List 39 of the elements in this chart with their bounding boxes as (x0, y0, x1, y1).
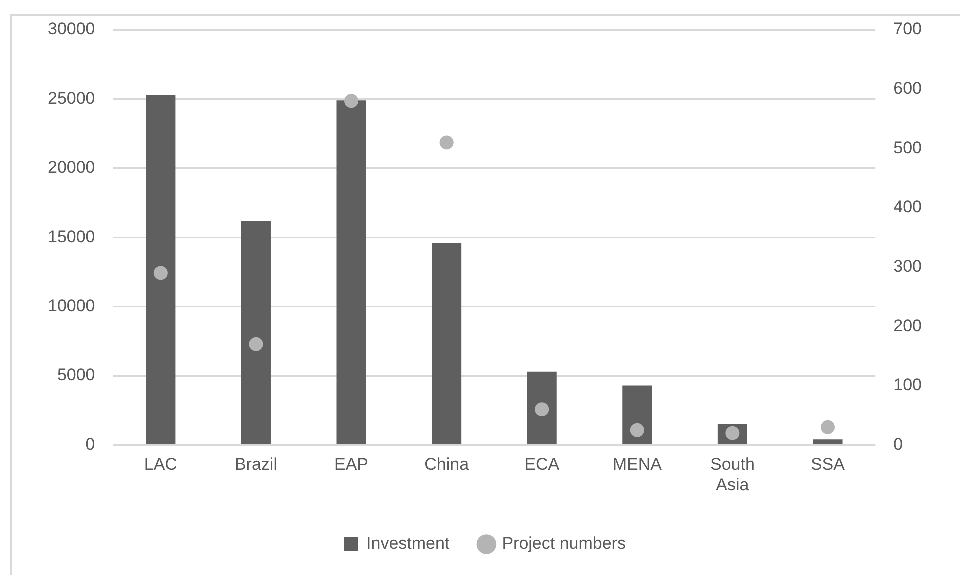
x-tick-label: SSA (810, 455, 846, 474)
y-tick-label: 30000 (48, 20, 96, 39)
point (440, 136, 454, 150)
bar (241, 220, 271, 444)
point (344, 94, 359, 108)
bar (622, 386, 652, 444)
bar (527, 372, 557, 444)
y2-tick-label: 0 (894, 434, 904, 454)
x-tick-label: MENA (612, 455, 663, 474)
y2-tick-label: 400 (894, 198, 922, 217)
y2-tick-label: 300 (894, 256, 922, 276)
x-tick-label: ECA (524, 455, 560, 474)
bar (432, 243, 462, 444)
y2-tick-label: 200 (894, 316, 922, 336)
y2-tick-label: 600 (894, 79, 922, 98)
point (154, 266, 168, 280)
y-tick-label: 5000 (57, 366, 96, 385)
y-tick-label: 0 (86, 434, 96, 454)
x-tick-label: LAC (144, 455, 178, 474)
x-tick-label: Brazil (234, 455, 278, 474)
y2-tick-label: 500 (894, 138, 922, 158)
x-tick-label: EAP (334, 455, 369, 474)
y-tick-label: 20000 (48, 158, 96, 178)
bar (146, 95, 176, 444)
y-tick-label: 10000 (48, 296, 96, 316)
y2-tick-label: 100 (894, 376, 922, 395)
y2-tick-label: 700 (894, 20, 922, 39)
point (249, 337, 264, 352)
x-tick-label: South Asia (710, 455, 755, 494)
x-tick-label: China (424, 455, 470, 474)
y-tick-label: 25000 (48, 88, 96, 108)
legend-label: Investment (366, 534, 450, 554)
legend-label: Project numbers (502, 534, 626, 554)
point (630, 423, 644, 438)
bar (336, 100, 366, 444)
y-tick-label: 15000 (48, 227, 96, 246)
bar (813, 440, 843, 444)
point (535, 402, 550, 417)
point (820, 420, 835, 434)
